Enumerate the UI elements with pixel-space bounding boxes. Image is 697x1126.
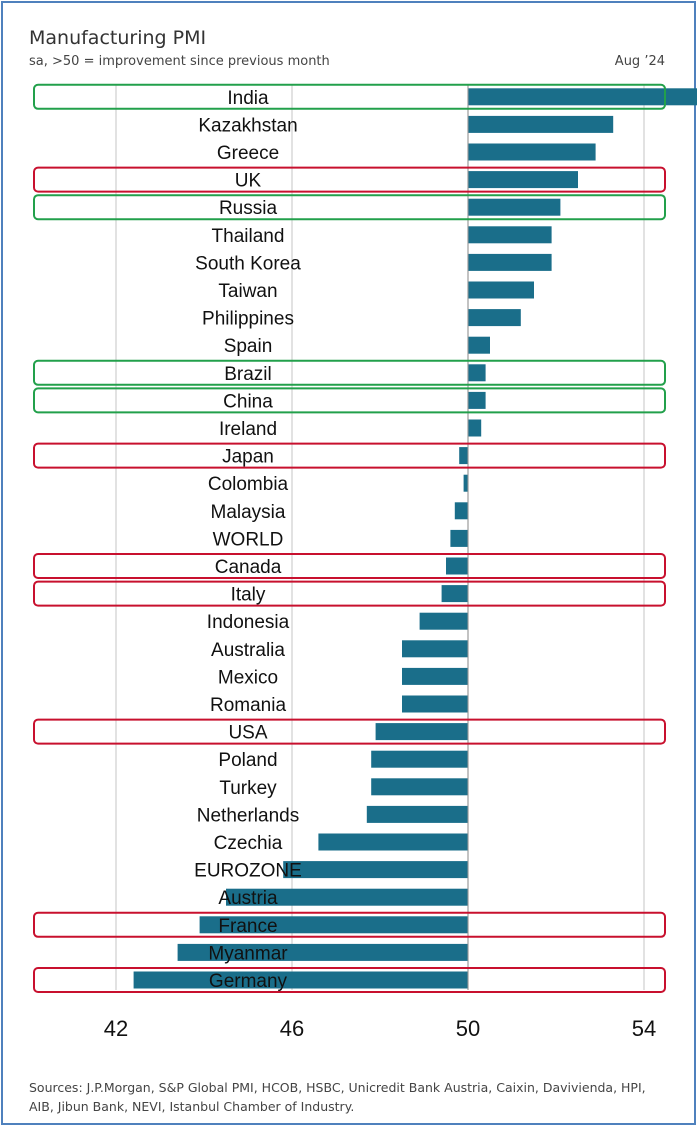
category-label-germany: Germany — [209, 971, 288, 992]
bar-greece — [468, 143, 596, 161]
bar-philippines — [468, 309, 521, 327]
bar-germany — [133, 971, 468, 989]
sources-note: Sources: J.P.Morgan, S&P Global PMI, HCO… — [29, 1080, 646, 1114]
category-label-russia: Russia — [219, 198, 278, 219]
highlight-box-russia — [33, 194, 666, 221]
bar-canada — [446, 557, 468, 575]
bar-czechia — [318, 833, 468, 851]
category-label-mexico: Mexico — [218, 667, 278, 688]
x-tick-label-42: 42 — [104, 1016, 128, 1041]
category-label-japan: Japan — [222, 447, 274, 468]
category-label-myanmar: Myanmar — [208, 943, 288, 964]
highlight-box-france — [33, 911, 666, 938]
category-label-canada: Canada — [215, 557, 282, 578]
category-label-usa: USA — [228, 723, 267, 744]
bar-mexico — [402, 667, 468, 685]
category-label-malaysia: Malaysia — [211, 502, 286, 523]
category-label-taiwan: Taiwan — [218, 281, 277, 302]
bar-spain — [468, 336, 490, 354]
bar-france — [199, 916, 468, 934]
bar-netherlands — [366, 805, 468, 823]
category-label-india: India — [227, 88, 269, 109]
bar-kazakhstan — [468, 115, 614, 133]
bar-indonesia — [419, 612, 468, 630]
category-label-colombia: Colombia — [208, 474, 289, 495]
category-label-indonesia: Indonesia — [207, 612, 290, 633]
category-label-china: China — [223, 391, 273, 412]
category-label-greece: Greece — [217, 143, 279, 164]
category-label-czechia: Czechia — [214, 833, 283, 854]
bar-italy — [441, 585, 468, 603]
bar-brazil — [468, 364, 486, 382]
category-label-ireland: Ireland — [219, 419, 277, 440]
x-tick-label-54: 54 — [632, 1016, 656, 1041]
category-label-australia: Australia — [211, 640, 285, 661]
highlight-box-japan — [33, 442, 666, 469]
period-label: Aug ’24 — [614, 54, 665, 69]
bar-turkey — [371, 778, 468, 796]
category-label-spain: Spain — [224, 336, 273, 357]
category-label-philippines: Philippines — [202, 309, 294, 330]
category-label-netherlands: Netherlands — [197, 805, 299, 826]
bar-ireland — [468, 419, 482, 437]
highlight-box-brazil — [33, 359, 666, 386]
category-label-south-korea: South Korea — [195, 253, 301, 274]
bar-uk — [468, 171, 578, 189]
bar-poland — [371, 750, 468, 768]
bar-myanmar — [177, 943, 468, 961]
bar-malaysia — [454, 502, 468, 520]
category-label-uk: UK — [235, 171, 262, 192]
highlight-box-italy — [33, 580, 666, 607]
x-tick-label-46: 46 — [280, 1016, 304, 1041]
category-label-romania: Romania — [210, 695, 286, 716]
category-label-italy: Italy — [231, 585, 266, 606]
category-label-kazakhstan: Kazakhstan — [198, 115, 297, 136]
bar-world — [450, 529, 468, 547]
category-label-brazil: Brazil — [224, 364, 272, 385]
category-label-france: France — [218, 916, 277, 937]
category-label-turkey: Turkey — [219, 778, 277, 799]
highlight-box-canada — [33, 553, 666, 579]
bar-austria — [226, 888, 468, 906]
bar-usa — [375, 723, 468, 741]
bar-colombia — [463, 474, 468, 492]
chart-title: Manufacturing PMI — [29, 27, 207, 49]
category-label-world: WORLD — [213, 529, 284, 550]
category-label-thailand: Thailand — [212, 226, 285, 247]
bar-thailand — [468, 226, 552, 244]
bar-russia — [468, 198, 561, 216]
category-label-eurozone: EUROZONE — [194, 861, 302, 882]
category-label-poland: Poland — [218, 750, 277, 771]
bar-romania — [402, 695, 468, 713]
bar-japan — [459, 447, 468, 465]
chart-subtitle: sa, >50 = improvement since previous mon… — [29, 54, 330, 69]
category-label-austria: Austria — [218, 888, 278, 909]
bar-australia — [402, 640, 468, 658]
highlight-box-china — [33, 387, 666, 414]
bar-taiwan — [468, 281, 534, 299]
highlight-box-germany — [33, 967, 666, 993]
bar-india — [468, 88, 697, 106]
bar-china — [468, 391, 486, 409]
highlight-box-usa — [33, 718, 666, 745]
highlight-box-uk — [33, 166, 666, 193]
highlight-box-india — [33, 83, 666, 110]
bar-south-korea — [468, 253, 552, 271]
x-tick-label-50: 50 — [456, 1016, 480, 1041]
bar-eurozone — [283, 861, 468, 879]
